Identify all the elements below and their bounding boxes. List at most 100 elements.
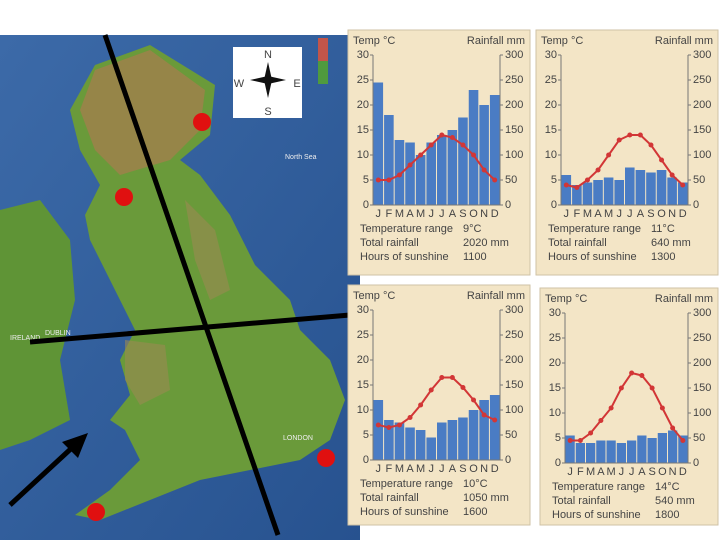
rain-bar	[606, 440, 616, 463]
y-tick-label: 0	[363, 199, 369, 211]
rain-bar	[667, 177, 677, 205]
compass-label: W	[234, 78, 245, 90]
y-tick-label: 10	[545, 149, 557, 161]
y-tick-label: 20	[549, 357, 561, 369]
y-tick-label: 25	[545, 74, 557, 86]
rain-bar	[373, 400, 384, 460]
temp-point	[492, 417, 498, 423]
y-axis-label: Temp °C	[541, 35, 583, 47]
y2-tick-label: 150	[505, 124, 523, 136]
rain-bar	[415, 430, 426, 460]
rain-bar	[647, 438, 657, 463]
y-axis-label: Temp °C	[353, 290, 395, 302]
x-tick-label: J	[428, 463, 434, 475]
temp-point	[588, 430, 594, 436]
temp-point	[428, 142, 434, 148]
stat-label: Total rainfall	[360, 237, 419, 249]
temp-point	[577, 438, 583, 443]
y2-tick-label: 200	[505, 354, 523, 366]
rain-bar	[635, 170, 646, 205]
temp-point	[669, 172, 675, 178]
temp-point	[449, 375, 455, 380]
temp-point	[492, 177, 498, 183]
station-dot	[193, 113, 211, 131]
temp-point	[386, 177, 392, 183]
rain-bar	[405, 427, 415, 460]
x-tick-label: A	[449, 208, 457, 220]
rain-bar	[677, 182, 688, 205]
x-tick-label: N	[480, 463, 488, 475]
temp-point	[418, 152, 424, 158]
temp-point	[407, 415, 413, 420]
rain-bar	[593, 180, 603, 205]
stat-label: Total rainfall	[548, 237, 607, 249]
x-tick-label: F	[386, 208, 393, 220]
temp-point	[608, 405, 614, 411]
x-tick-label: N	[480, 208, 488, 220]
temp-point	[563, 182, 569, 188]
x-tick-label: S	[459, 208, 466, 220]
compass-label: S	[264, 106, 271, 118]
y-tick-label: 0	[363, 454, 369, 466]
y2-tick-label: 0	[693, 199, 699, 211]
x-tick-label: A	[406, 463, 414, 475]
rain-bar	[384, 420, 394, 460]
x-tick-label: M	[586, 466, 595, 478]
temp-point	[606, 152, 612, 158]
rain-bar	[479, 400, 489, 460]
rain-bar	[437, 422, 447, 460]
y-tick-label: 20	[545, 99, 557, 111]
rain-bar	[447, 420, 458, 460]
y2-tick-label: 250	[505, 74, 523, 86]
y-tick-label: 25	[357, 329, 369, 341]
stat-value: 1100	[463, 251, 487, 263]
rain-bar	[561, 175, 572, 205]
x-tick-label: D	[679, 208, 687, 220]
temp-point	[595, 167, 601, 173]
temp-point	[616, 137, 622, 143]
y-tick-label: 30	[357, 49, 369, 61]
y2-tick-label: 0	[693, 457, 699, 469]
y-tick-label: 30	[549, 307, 561, 319]
temp-point	[439, 132, 445, 138]
compass-label: N	[264, 49, 272, 61]
temp-point	[659, 157, 665, 163]
x-tick-label: A	[594, 208, 602, 220]
y2-tick-label: 100	[505, 149, 523, 161]
temp-point	[639, 373, 645, 378]
temp-point	[574, 185, 580, 190]
x-tick-label: M	[416, 463, 425, 475]
x-tick-label: M	[416, 208, 425, 220]
rain-bar	[458, 117, 468, 205]
temp-point	[471, 397, 477, 403]
y-axis-label: Temp °C	[545, 293, 587, 305]
x-tick-label: J	[627, 208, 633, 220]
rain-bar	[586, 443, 596, 463]
temp-point	[670, 425, 676, 431]
rain-bar	[582, 182, 593, 205]
x-tick-label: J	[376, 463, 382, 475]
rain-bar	[572, 185, 582, 205]
stat-value: 1600	[463, 506, 487, 518]
y-tick-label: 15	[549, 382, 561, 394]
x-tick-label: F	[386, 463, 393, 475]
y2-tick-label: 150	[693, 124, 711, 136]
divide-line	[102, 34, 281, 536]
arrow	[8, 443, 77, 507]
rain-bar	[489, 95, 500, 205]
rain-bar	[575, 443, 585, 463]
temp-point	[396, 172, 402, 178]
x-tick-label: D	[679, 466, 687, 478]
rain-bar	[627, 440, 637, 463]
stat-value: 1050 mm	[463, 492, 509, 504]
temp-point	[396, 422, 402, 428]
rain-bar	[468, 410, 479, 460]
stat-label: Hours of sunshine	[360, 251, 449, 263]
y2-tick-label: 0	[505, 199, 511, 211]
temp-point	[439, 375, 445, 380]
stat-value: 640 mm	[651, 237, 691, 249]
rain-bar	[489, 395, 500, 460]
y-tick-label: 5	[551, 174, 557, 186]
y-tick-label: 30	[545, 49, 557, 61]
y2-tick-label: 300	[693, 49, 711, 61]
